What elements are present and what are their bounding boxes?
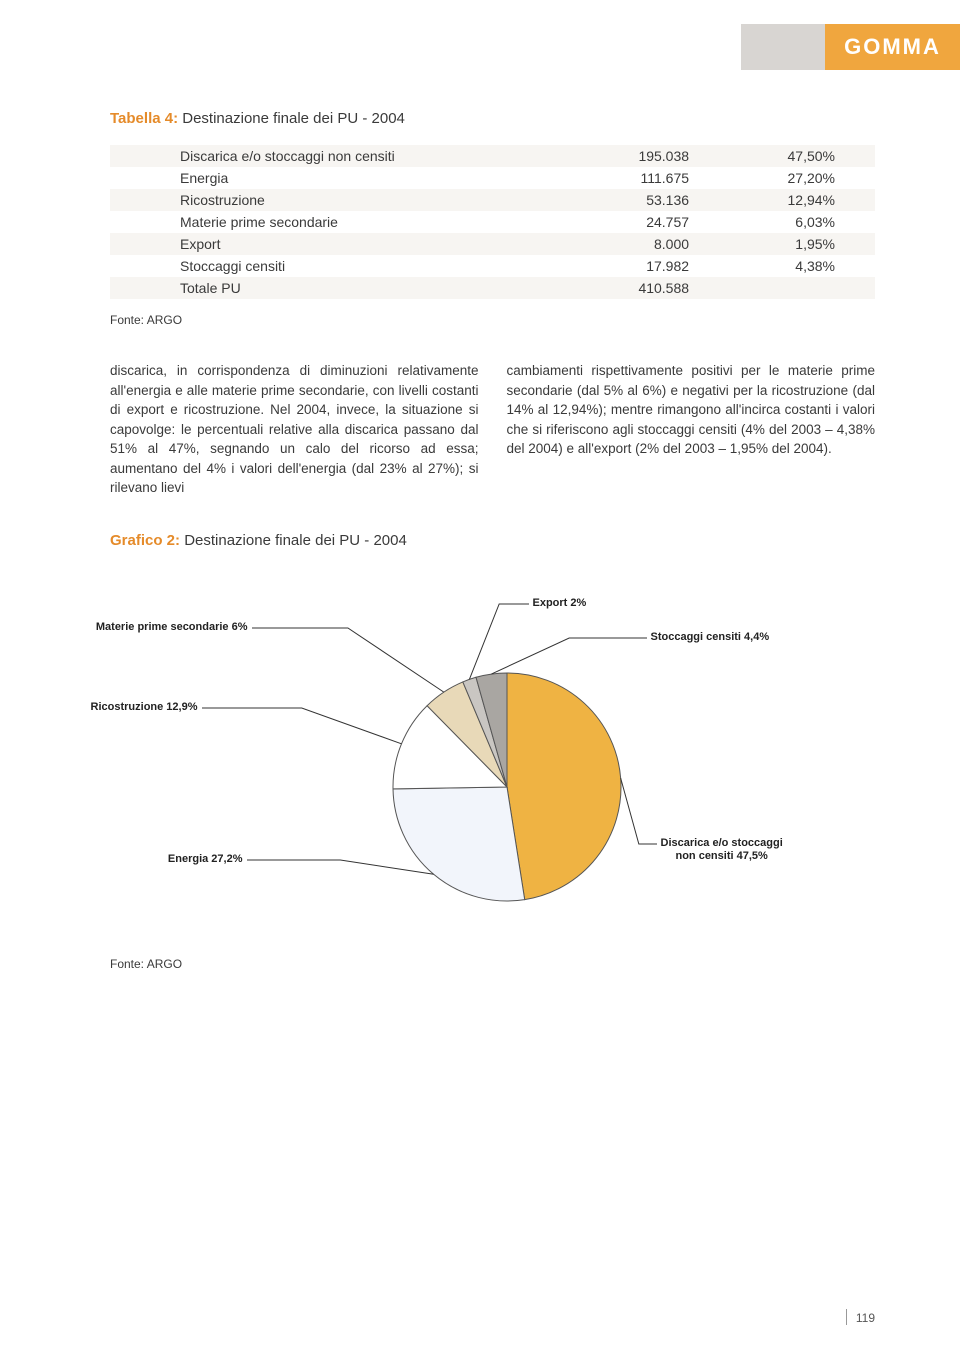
table-row: Energia111.67527,20% bbox=[110, 167, 875, 189]
pie-label-export: Export 2% bbox=[533, 597, 587, 610]
chart-title: Grafico 2: Destinazione finale dei PU - … bbox=[110, 532, 875, 549]
table-cell-label: Totale PU bbox=[110, 277, 531, 299]
table-cell-pct: 6,03% bbox=[699, 211, 875, 233]
chart-title-rest: Destinazione finale dei PU - 2004 bbox=[180, 532, 407, 549]
table-cell-pct: 1,95% bbox=[699, 233, 875, 255]
leader-discarica bbox=[620, 778, 656, 844]
table-cell-label: Materie prime secondarie bbox=[110, 211, 531, 233]
table-title-prefix: Tabella 4: bbox=[110, 110, 178, 127]
body-col-right: cambiamenti rispettivamente positivi per… bbox=[507, 361, 876, 498]
table-cell-pct: 4,38% bbox=[699, 255, 875, 277]
table-title-rest: Destinazione finale dei PU - 2004 bbox=[178, 110, 405, 127]
table-cell-pct: 12,94% bbox=[699, 189, 875, 211]
table-title: Tabella 4: Destinazione finale dei PU - … bbox=[110, 110, 875, 127]
table-row: Export8.0001,95% bbox=[110, 233, 875, 255]
table-row: Materie prime secondarie24.7576,03% bbox=[110, 211, 875, 233]
header-grey-block bbox=[741, 24, 825, 70]
table-cell-pct: 27,20% bbox=[699, 167, 875, 189]
chart-source: Fonte: ARGO bbox=[110, 957, 875, 971]
table-cell-value: 410.588 bbox=[531, 277, 699, 299]
table-cell-label: Ricostruzione bbox=[110, 189, 531, 211]
pie-label-mps: Materie prime secondarie 6% bbox=[96, 621, 248, 634]
table-cell-value: 53.136 bbox=[531, 189, 699, 211]
table-cell-value: 17.982 bbox=[531, 255, 699, 277]
body-columns: discarica, in corrispondenza di diminuzi… bbox=[110, 361, 875, 498]
table-source: Fonte: ARGO bbox=[110, 313, 875, 327]
pie-label-discarica: Discarica e/o stoccagginon censiti 47,5% bbox=[661, 837, 783, 863]
header-brand: GOMMA bbox=[825, 24, 960, 70]
pie-graphic bbox=[393, 673, 621, 901]
table-cell-label: Stoccaggi censiti bbox=[110, 255, 531, 277]
table-row: Ricostruzione53.13612,94% bbox=[110, 189, 875, 211]
table-cell-value: 111.675 bbox=[531, 167, 699, 189]
table-row: Stoccaggi censiti17.9824,38% bbox=[110, 255, 875, 277]
pie-chart: Discarica e/o stoccagginon censiti 47,5%… bbox=[113, 577, 873, 937]
pie-slice-energia bbox=[393, 787, 525, 901]
leader-export bbox=[469, 604, 529, 679]
leader-ricostr bbox=[202, 708, 401, 744]
pie-label-ricostr: Ricostruzione 12,9% bbox=[91, 701, 198, 714]
table-cell-label: Energia bbox=[110, 167, 531, 189]
table-cell-pct bbox=[699, 277, 875, 299]
table-cell-value: 24.757 bbox=[531, 211, 699, 233]
chart-title-prefix: Grafico 2: bbox=[110, 532, 180, 549]
page-number: 119 bbox=[856, 1311, 875, 1325]
body-col-left: discarica, in corrispondenza di diminuzi… bbox=[110, 361, 479, 498]
table-cell-label: Export bbox=[110, 233, 531, 255]
table-cell-value: 8.000 bbox=[531, 233, 699, 255]
pie-slice-discarica bbox=[507, 673, 621, 900]
table-cell-pct: 47,50% bbox=[699, 145, 875, 167]
table-cell-label: Discarica e/o stoccaggi non censiti bbox=[110, 145, 531, 167]
table-row: Discarica e/o stoccaggi non censiti195.0… bbox=[110, 145, 875, 167]
pie-label-energia: Energia 27,2% bbox=[168, 853, 243, 866]
data-table: Discarica e/o stoccaggi non censiti195.0… bbox=[110, 145, 875, 299]
table-cell-value: 195.038 bbox=[531, 145, 699, 167]
header-band: GOMMA bbox=[741, 24, 960, 70]
pie-label-stoccaggi: Stoccaggi censiti 4,4% bbox=[651, 631, 770, 644]
leader-stoccaggi bbox=[491, 638, 647, 674]
table-row: Totale PU410.588 bbox=[110, 277, 875, 299]
